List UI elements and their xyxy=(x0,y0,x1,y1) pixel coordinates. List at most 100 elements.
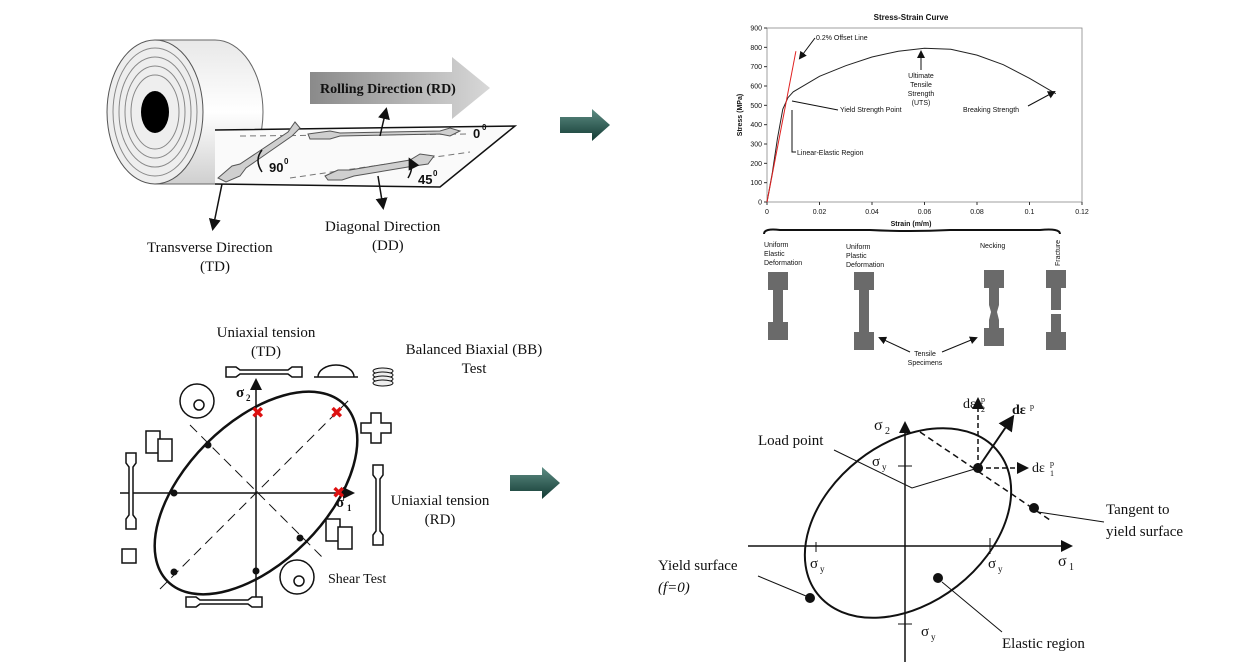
stress-strain-curve xyxy=(766,47,1057,203)
x-tick-label: 0.1 xyxy=(1025,209,1035,216)
sigma2-axis-label: σ xyxy=(874,417,883,434)
stack-specimen xyxy=(372,367,394,387)
x-tick-label: 0.02 xyxy=(813,209,827,216)
specimen-fracture xyxy=(1046,270,1066,350)
dd-label-1: Diagonal Direction xyxy=(325,219,441,235)
transition-arrow-bottom xyxy=(510,467,560,499)
de2-sub: 2 xyxy=(981,405,985,414)
stage1-a: Uniform xyxy=(764,242,789,249)
stress-strain-chart: Stress-Strain Curve 0 100 200 300 400 500 600 7… xyxy=(737,13,1089,367)
stage1-c: Deformation xyxy=(764,260,802,267)
ut-rd-marker: ✖ xyxy=(332,485,345,502)
de1-sub: 1 xyxy=(1050,469,1054,478)
specimen-necking xyxy=(984,270,1004,346)
tangent-label-1: Tangent to xyxy=(1106,502,1170,518)
stage2-b: Plastic xyxy=(846,253,867,260)
chart-x-label: Strain (m/m) xyxy=(891,221,932,228)
torsion-specimen-top xyxy=(179,383,215,419)
dd-label-2: (DD) xyxy=(372,238,404,254)
yield-surface-ellipse xyxy=(803,427,1013,619)
x-tick-label: 0.08 xyxy=(970,209,984,216)
sigma-y-top: σ xyxy=(872,454,880,470)
dome-specimen xyxy=(314,364,358,378)
sigma-y-top-sub: y xyxy=(882,462,887,472)
y-tick-label: 800 xyxy=(750,45,762,52)
y-tick-label: 500 xyxy=(750,103,762,110)
degree-sign: 0 xyxy=(482,123,487,132)
sigma-y-right: σ xyxy=(988,556,996,572)
de1-sup: p xyxy=(1050,459,1054,468)
bb-marker: ✖ xyxy=(330,405,343,422)
stage1-b: Elastic xyxy=(764,251,785,258)
offset-line-label: 0.2% Offset Line xyxy=(816,35,868,42)
x-tick-label: 0.04 xyxy=(865,209,879,216)
sigma-y-left: σ xyxy=(810,556,818,572)
sample-0-deg xyxy=(307,127,462,140)
de-sup: p xyxy=(1030,402,1034,411)
cross-specimen xyxy=(360,412,392,444)
dogbone-specimen-bottom xyxy=(185,596,263,608)
stage3: Necking xyxy=(980,243,1005,250)
de2-label: dε xyxy=(963,397,976,412)
rolling-direction-arrow: Rolling Direction (RD) xyxy=(310,57,490,119)
ut-td-marker: ✖ xyxy=(251,405,264,422)
de2-sup: p xyxy=(981,395,985,404)
y-tick-label: 0 xyxy=(758,200,762,207)
yield-point-label: Yield Strength Point xyxy=(840,107,902,114)
uts-label-3: Strength xyxy=(908,91,935,98)
sigma1-axis-label: σ xyxy=(1058,553,1067,570)
sigma-y-right-sub: y xyxy=(998,564,1003,574)
yield-locus-test-map: Uniaxial tension (TD) Balanced Biaxial (… xyxy=(120,325,543,608)
dogbone-specimen-right xyxy=(372,464,384,546)
x-tick-label: 0 xyxy=(765,209,769,216)
y-tick-label: 600 xyxy=(750,84,762,91)
ut-rd-label-2: (RD) xyxy=(425,512,456,528)
load-point-label: Load point xyxy=(758,433,824,449)
y-tick-label: 300 xyxy=(750,142,762,149)
sigma1-subscript: 1 xyxy=(347,503,352,513)
y-tick-label: 900 xyxy=(750,26,762,33)
rolling-diagram: Rolling Direction (RD) 0 0 90 0 45 0 Dia… xyxy=(106,39,518,275)
shear-specimen-left xyxy=(145,430,173,462)
y-tick-label: 700 xyxy=(750,64,762,71)
specimen-plastic xyxy=(854,272,874,350)
offset-line xyxy=(766,51,797,203)
sigma2-label: σ xyxy=(236,385,245,401)
ut-td-label-2: (TD) xyxy=(251,344,281,360)
td-label-2: (TD) xyxy=(200,259,230,275)
breaking-label: Breaking Strength xyxy=(963,107,1019,114)
degree-sign: 0 xyxy=(284,157,289,166)
yield-surface-label-2: (f=0) xyxy=(658,580,690,596)
dogbone-specimen-left xyxy=(125,452,137,530)
stage2-c: Deformation xyxy=(846,262,884,269)
y-tick-label: 200 xyxy=(750,161,762,168)
angle-45-label: 45 xyxy=(418,172,432,187)
ut-td-label-1: Uniaxial tension xyxy=(217,325,316,341)
rolled-sheet xyxy=(214,125,518,188)
stage4: Fracture xyxy=(1055,240,1062,266)
transition-arrow-top xyxy=(560,109,610,141)
degree-sign: 0 xyxy=(433,169,438,178)
sigma1-label: σ xyxy=(336,495,345,511)
sigma-y-bottom-sub: y xyxy=(931,632,936,642)
elastic-region-label: Elastic region xyxy=(1002,636,1085,652)
tangent-label-2: yield surface xyxy=(1106,524,1183,540)
shear-specimen-right xyxy=(325,518,353,550)
uts-label-1: Ultimate xyxy=(908,73,934,80)
sample-90-deg xyxy=(217,121,301,183)
sigma-y-left-sub: y xyxy=(820,564,825,574)
plot-area xyxy=(766,27,1083,203)
shear-label: Shear Test xyxy=(328,572,386,587)
x-tick-label: 0.06 xyxy=(918,209,932,216)
linear-region-label: Linear-Elastic Region xyxy=(797,150,864,157)
sigma2-subscript: 2 xyxy=(246,393,251,403)
chart-y-label: Stress (MPa) xyxy=(737,94,744,136)
uts-label-2: Tensile xyxy=(910,82,932,89)
bb-label-1: Balanced Biaxial (BB) xyxy=(406,342,543,358)
sigma1-subscript: 1 xyxy=(1069,562,1074,573)
angle-90-label: 90 xyxy=(269,160,283,175)
x-tick-label: 0.12 xyxy=(1075,209,1089,216)
sigma-y-bottom: σ xyxy=(921,624,929,640)
angle-0-label: 0 xyxy=(473,126,480,141)
yield-surface-diagram: σ 1 σ 2 σ y σ y σ y σ y dε p 2 dε p dε p… xyxy=(658,395,1183,662)
